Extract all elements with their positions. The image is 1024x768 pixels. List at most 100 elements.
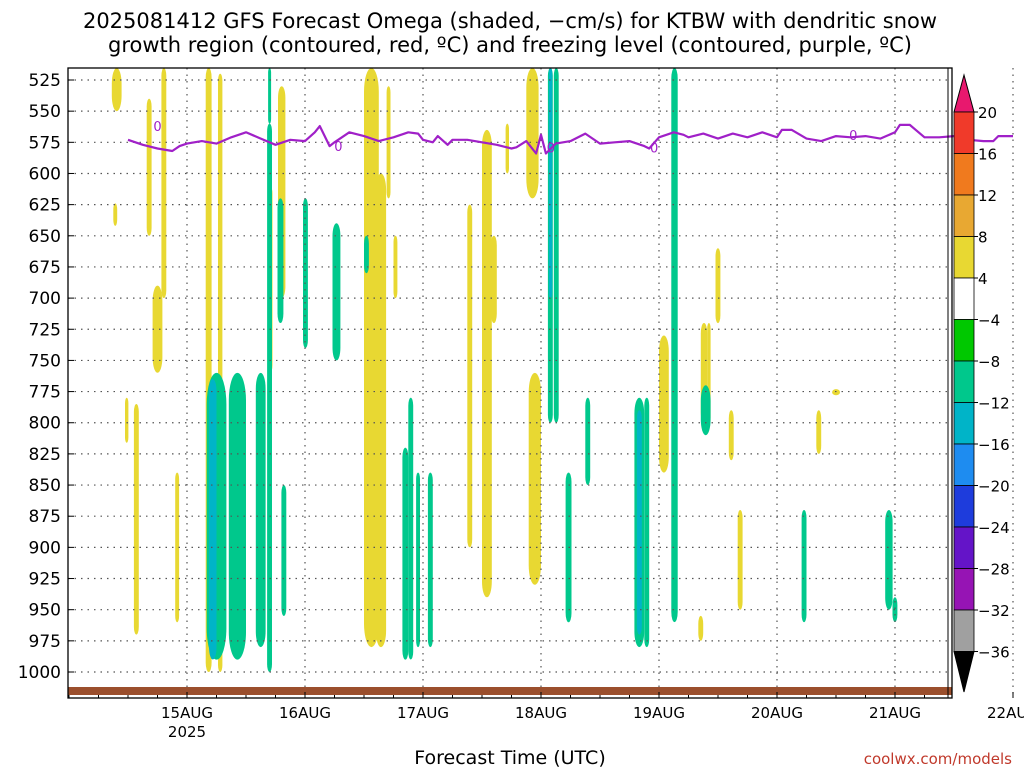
omega-cell: [125, 397, 129, 443]
colorbar-band: [953, 568, 975, 611]
y-axis: 525 550 575 600 625 650 675 700 725 750 775 800 825 8…: [18, 71, 74, 683]
colorbar-band: [953, 236, 975, 279]
omega-cell: [553, 68, 559, 423]
chart-title-line-1: 2025081412 GFS Forecast Omega (shaded, −…: [83, 9, 937, 33]
y-tick-label: 1000: [18, 663, 61, 683]
omega-cell: [526, 68, 539, 199]
omega-cell: [175, 472, 180, 623]
omega-cell: [715, 248, 721, 324]
omega-cell: [832, 389, 840, 396]
freezing-level-labels: 0 0 0 0 0: [153, 120, 857, 156]
omega-cell: [644, 397, 650, 648]
colorbar-label: −24: [978, 519, 1010, 537]
y-tick-label: 575: [29, 133, 61, 153]
x-tick-label: 19AUG: [633, 704, 685, 722]
omega-cell: [408, 397, 414, 660]
credit-text: coolwx.com/models: [864, 750, 1012, 768]
y-tick-label: 700: [29, 289, 61, 309]
omega-cell: [111, 68, 122, 112]
colorbar-label: 20: [978, 104, 997, 122]
colorbar-band: [953, 153, 975, 196]
y-tick-label: 975: [29, 632, 61, 652]
freezing-level-contour-label: 0: [650, 141, 658, 156]
colorbar-band: [953, 360, 975, 403]
y-tick-label: 825: [29, 445, 61, 465]
omega-cell: [364, 235, 369, 274]
colorbar-band: [953, 609, 975, 652]
omega-cell: [113, 203, 118, 226]
y-tick-label: 750: [29, 351, 61, 371]
omega-cell: [161, 68, 167, 299]
x-tick-label: 20AUG: [751, 704, 803, 722]
y-tick-label: 850: [29, 476, 61, 496]
omega-cell: [386, 86, 391, 199]
x-tick-label: 17AUG: [397, 704, 449, 722]
colorbar-label: −8: [978, 353, 1000, 371]
omega-cell: [268, 68, 272, 124]
omega-shading-layer: [111, 68, 898, 673]
omega-cell: [277, 198, 284, 323]
y-tick-label: 925: [29, 570, 61, 590]
omega-cell: [585, 397, 591, 485]
y-tick-label: 525: [29, 71, 61, 91]
omega-cell: [490, 235, 497, 323]
colorbar-band: [953, 485, 975, 528]
y-tick-label: 600: [29, 164, 61, 184]
omega-cell: [255, 372, 266, 648]
x-tick-label: 15AUG: [161, 704, 213, 722]
x-tick-label: 16AUG: [279, 704, 331, 722]
chart-title-line-2: growth region (contoured, red, ºC) and f…: [108, 33, 912, 57]
omega-cell: [671, 68, 678, 623]
y-tick-label: 675: [29, 258, 61, 278]
plot-frame: [67, 67, 953, 699]
colorbar-label: −36: [978, 644, 1010, 662]
colorbar-label: −28: [978, 561, 1010, 579]
omega-cell: [801, 510, 807, 623]
omega-cell: [659, 335, 669, 473]
colorbar-label: −16: [978, 436, 1010, 454]
colorbar-label: 12: [978, 187, 997, 205]
plot-area: [68, 68, 952, 698]
colorbar-label: −12: [978, 395, 1010, 413]
x-tick-label: 18AUG: [515, 704, 567, 722]
y-tick-label: 625: [29, 196, 61, 216]
y-tick-label: 800: [29, 414, 61, 434]
omega-cell: [698, 615, 704, 641]
y-tick-label: 775: [29, 383, 61, 403]
y-tick-label: 900: [29, 538, 61, 558]
x-tick-label: 22AUG: [987, 704, 1024, 722]
freezing-level-contour-label: 0: [334, 140, 342, 155]
colorbar-label: 16: [978, 146, 997, 164]
omega-cell: [267, 123, 272, 673]
colorbar-label: 8: [978, 229, 988, 247]
colorbar-label: −20: [978, 478, 1010, 496]
omega-cell: [636, 410, 642, 635]
freezing-level-contour-label: 0: [153, 120, 161, 135]
freezing-level-contour-label: 0: [849, 129, 857, 144]
freezing-level-contour: [127, 123, 1013, 155]
omega-cell: [393, 235, 398, 299]
omega-cell: [281, 485, 287, 616]
omega-cell: [416, 472, 420, 648]
colorbar-label: −32: [978, 602, 1010, 620]
colorbar-band: [953, 319, 975, 362]
omega-cell: [816, 410, 822, 454]
colorbar-band: [953, 194, 975, 237]
omega-cell: [728, 410, 734, 461]
y-tick-label: 550: [29, 102, 61, 122]
colorbar-label: −4: [978, 312, 1000, 330]
colorbar-band: [953, 111, 975, 154]
x-axis-label: Forecast Time (UTC): [414, 747, 605, 768]
omega-cell: [548, 68, 553, 299]
omega-cell: [467, 204, 473, 548]
x-tick-label: 21AUG: [869, 704, 921, 722]
y-tick-label: 875: [29, 507, 61, 527]
omega-cell: [303, 198, 308, 348]
y-tick-label: 950: [29, 601, 61, 621]
colorbar-band: [953, 402, 975, 445]
omega-cell: [209, 379, 217, 660]
colorbar-bottom-arrow: [953, 651, 975, 693]
colorbar-band: [953, 277, 975, 320]
freezing-level-contour-label: 0: [547, 141, 555, 156]
